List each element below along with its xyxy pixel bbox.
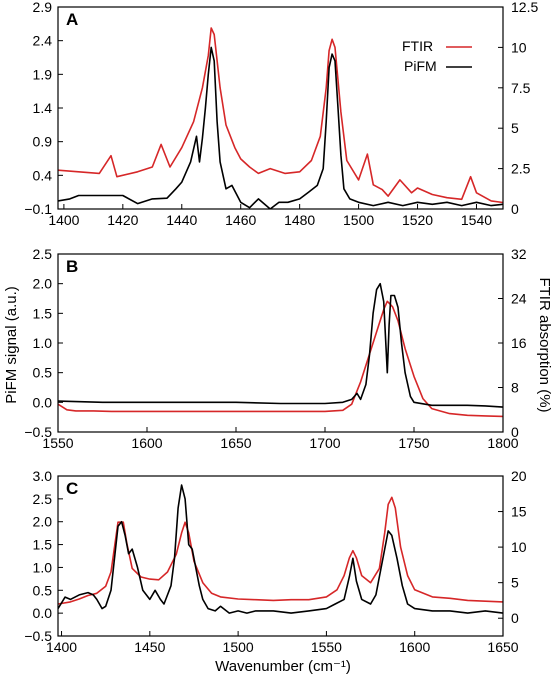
y-tick-label-left-a-2: 1.9 (33, 66, 53, 82)
y-tick-label-right-b-0: 32 (511, 246, 527, 262)
legend-label-pifm: PiFM (404, 58, 437, 74)
y-tick-label-right-c-4: 0 (511, 610, 519, 626)
y-tick-label-left-b-2: 1.5 (33, 305, 53, 321)
x-tick-label-a-0: 1400 (48, 212, 79, 228)
x-tick-label-b-1: 1600 (131, 435, 162, 451)
x-tick-label-c-5: 1650 (487, 639, 518, 655)
y-tick-label-right-a-2: 7.5 (511, 80, 531, 96)
y-tick-label-left-b-5: 0.0 (33, 394, 53, 410)
x-tick-label-a-4: 1480 (284, 212, 315, 228)
panel-letter-a: A (66, 10, 78, 29)
x-tick-label-b-0: 1550 (42, 435, 73, 451)
y-tick-label-right-c-2: 10 (511, 539, 527, 555)
x-tick-label-b-3: 1700 (309, 435, 340, 451)
chart-panel-b: 1550 1600 1650 1700 1750 1800 2.5 2.0 1.5 1.0 0.5 0… (24, 246, 526, 451)
y-tick-label-left-b-6: −0.5 (24, 424, 52, 440)
y-tick-label-right-a-5: 0 (511, 201, 519, 217)
y-tick-label-right-a-0: 12.5 (511, 0, 538, 15)
y-tick-label-left-a-4: 0.9 (33, 134, 53, 150)
y-tick-label-right-c-0: 20 (511, 468, 527, 484)
x-tick-label-a-6: 1520 (402, 212, 433, 228)
y-tick-label-right-b-3: 8 (511, 380, 519, 396)
chart-panel-c: 1400 1450 1500 1550 1600 16503.02.52.01.51.00… (24, 468, 526, 655)
plot-frame-c (57, 475, 504, 637)
y-tick-label-left-a-6: −0.1 (24, 201, 52, 217)
plot-frame-a (57, 6, 504, 210)
x-tick-label-b-5: 1800 (487, 435, 518, 451)
x-tick-label-a-2: 1440 (166, 212, 197, 228)
y-tick-label-left-c-0: 3.0 (33, 468, 53, 484)
x-tick-label-a-1: 1420 (107, 212, 138, 228)
y-tick-label-left-c-6: 0.0 (33, 605, 53, 621)
y-tick-label-left-c-4: 1.0 (33, 559, 53, 575)
legend: FTIR PiFM (402, 38, 472, 74)
series-line-ftir-a (58, 27, 503, 204)
y-tick-label-right-a-1: 10 (511, 39, 527, 55)
x-tick-label-b-4: 1750 (398, 435, 429, 451)
y-axis-title-left: PiFM signal (a.u.) (3, 286, 20, 404)
x-tick-label-c-0: 1400 (46, 639, 77, 655)
series-line-pifm-c (58, 484, 503, 614)
y-tick-label-left-b-1: 2.0 (33, 276, 53, 292)
x-tick-label-c-4: 1600 (399, 639, 430, 655)
series-line-pifm-a (58, 46, 503, 209)
y-tick-label-left-c-1: 2.5 (33, 491, 53, 507)
chart-panel-a: 1400 1420 1440 1460 1480 1500 1520 1540 2.9 2.4 1.… (24, 0, 538, 228)
x-tick-label-a-7: 1540 (461, 212, 492, 228)
y-tick-label-left-a-5: 0.4 (33, 167, 53, 183)
panel-letter-b: B (66, 257, 78, 276)
legend-label-ftir: FTIR (402, 38, 433, 54)
y-tick-label-left-c-7: −0.5 (24, 628, 52, 644)
x-axis-title: Wavenumber (cm⁻¹) (215, 658, 351, 675)
panel-letter-c: C (66, 479, 78, 498)
y-tick-label-left-c-2: 2.0 (33, 514, 53, 530)
x-tick-label-c-2: 1500 (223, 639, 254, 655)
y-tick-label-left-c-5: 0.5 (33, 582, 53, 598)
y-tick-label-left-b-0: 2.5 (33, 246, 53, 262)
y-tick-label-right-b-4: 0 (511, 424, 519, 440)
y-tick-label-left-a-1: 2.4 (33, 33, 53, 49)
series-line-ftir-c (58, 496, 503, 605)
x-tick-label-a-5: 1500 (343, 212, 374, 228)
x-tick-label-b-2: 1650 (220, 435, 251, 451)
y-tick-label-left-a-0: 2.9 (33, 0, 53, 15)
series-line-ftir-b (58, 300, 503, 418)
x-tick-label-c-1: 1450 (134, 639, 165, 655)
series-line-pifm-b (58, 282, 503, 408)
y-tick-label-left-c-3: 1.5 (33, 537, 53, 553)
y-tick-label-right-c-1: 15 (511, 504, 527, 520)
y-tick-label-right-b-2: 16 (511, 335, 527, 351)
y-axis-title-right: FTIR absorption (%) (536, 277, 553, 412)
y-tick-label-left-b-3: 1.0 (33, 335, 53, 351)
y-tick-label-right-a-4: 2.5 (511, 161, 531, 177)
x-tick-label-c-3: 1550 (311, 639, 342, 655)
y-tick-label-right-b-1: 24 (511, 291, 527, 307)
y-tick-label-right-a-3: 5 (511, 120, 519, 136)
x-tick-label-a-3: 1460 (225, 212, 256, 228)
y-tick-label-left-a-3: 1.4 (33, 100, 53, 116)
y-tick-label-left-b-4: 0.5 (33, 365, 53, 381)
y-tick-label-right-c-3: 5 (511, 575, 519, 591)
